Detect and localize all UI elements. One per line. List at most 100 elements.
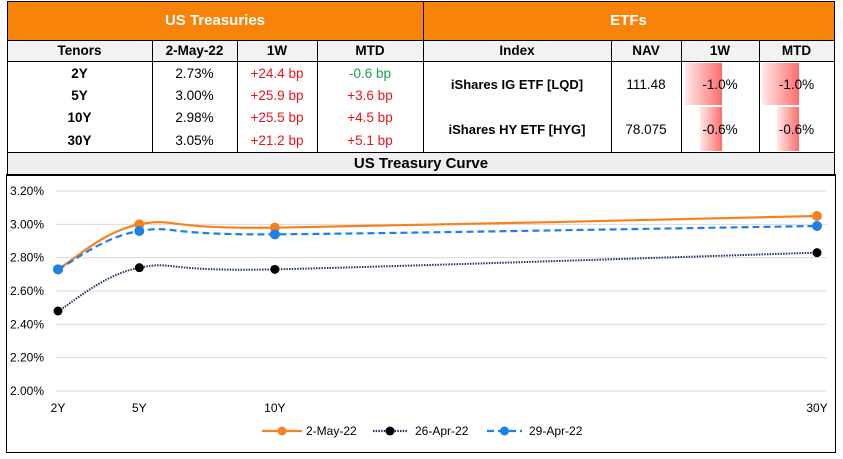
- tenor-cell: 5Y: [71, 87, 88, 103]
- legend-label: 2-May-22: [306, 424, 357, 438]
- legend[interactable]: 2-May-22 26-Apr-22 29-Apr-22: [262, 424, 583, 438]
- data-bar: [776, 107, 799, 151]
- etf-1w-value: -1.0%: [702, 76, 738, 92]
- yield-cell: 3.00%: [175, 87, 214, 103]
- us-treasuries-title-text: US Treasuries: [164, 12, 266, 29]
- tenor-cell: 2Y: [71, 65, 88, 81]
- data-point: [53, 264, 63, 275]
- table-border: [317, 40, 318, 152]
- table-border: [611, 40, 612, 152]
- yield-cell: 3.05%: [175, 133, 214, 148]
- y-tick-label: 2.00%: [10, 384, 44, 398]
- x-tick-label: 5Y: [132, 401, 147, 415]
- legend-item[interactable]: 2-May-22: [262, 424, 357, 438]
- tenor-cell: 10Y: [67, 110, 92, 125]
- change-mtd-cell: +4.5 bp: [347, 110, 393, 125]
- etf-1w-cell: -0.6%: [681, 106, 759, 152]
- x-axis-ticks: 2Y 5Y 10Y 30Y: [51, 401, 828, 415]
- table-border: [423, 1, 424, 153]
- change-1w-cell: +21.2 bp: [250, 133, 304, 148]
- legend-item[interactable]: 26-Apr-22: [373, 424, 469, 438]
- change-mtd-cell: +5.1 bp: [347, 133, 393, 148]
- data-bar: [699, 107, 722, 151]
- table-border: [7, 61, 835, 62]
- x-tick-label: 30Y: [806, 401, 827, 415]
- legend-marker: [500, 426, 509, 436]
- chart-border: [6, 174, 836, 176]
- us-treasuries-title: US Treasuries: [7, 1, 423, 40]
- series-group: [53, 211, 822, 316]
- etf-1w-cell: -1.0%: [681, 62, 759, 106]
- series-line: [57, 224, 818, 271]
- etf-mtd-value: -1.0%: [778, 76, 815, 92]
- change-1w-cell: +24.4 bp: [250, 65, 304, 81]
- y-tick-label: 3.00%: [10, 217, 44, 231]
- table-border: [681, 40, 682, 152]
- data-point: [812, 221, 822, 231]
- tenor-cell: 30Y: [67, 133, 92, 148]
- yield-cell: 2.73%: [175, 65, 214, 81]
- y-tick-label: 2.80%: [10, 251, 44, 265]
- chart-area: [6, 176, 836, 453]
- y-tick-label: 2.60%: [10, 284, 44, 298]
- data-point: [269, 229, 280, 240]
- data-bar: [762, 63, 799, 105]
- x-tick-label: 2Y: [51, 401, 66, 415]
- etf-1w-value: -0.6%: [702, 121, 738, 137]
- table-border: [834, 1, 835, 153]
- col-header-etf-1w: 1W: [681, 40, 759, 61]
- col-header-nav: NAV: [611, 40, 681, 61]
- change-mtd-cell: +3.6 bp: [347, 87, 393, 103]
- etfs-title: ETFs: [423, 1, 834, 40]
- etf-nav-cell: 78.075: [625, 121, 667, 137]
- y-tick-label: 2.40%: [10, 317, 44, 331]
- col-header-etf-mtd: MTD: [759, 40, 834, 61]
- y-tick-label: 2.20%: [10, 351, 44, 365]
- table-border: [7, 152, 835, 153]
- yield-cell: 2.98%: [175, 110, 214, 125]
- chart-title-text: US Treasury Curve: [353, 155, 489, 172]
- data-point: [134, 263, 144, 273]
- y-axis-ticks: 2.00% 2.20% 2.40% 2.60% 2.80% 3.00% 3.20%: [10, 184, 44, 398]
- table-border: [7, 1, 8, 153]
- change-1w-cell: +25.5 bp: [250, 110, 304, 125]
- data-bar: [685, 63, 722, 105]
- x-tick-label: 10Y: [264, 401, 285, 415]
- series-line: [57, 251, 818, 312]
- series-29-apr-22: [53, 221, 822, 275]
- etf-mtd-cell: -0.6%: [759, 106, 834, 152]
- legend-marker: [385, 426, 395, 436]
- col-header-index: Index: [423, 40, 611, 61]
- data-point: [812, 248, 822, 258]
- etf-index-cell: iShares IG ETF [LQD]: [450, 76, 584, 92]
- data-point: [812, 211, 822, 221]
- etf-mtd-cell: -1.0%: [759, 62, 834, 106]
- legend-label: 26-Apr-22: [415, 424, 469, 438]
- etf-nav-cell: 111.48: [626, 76, 666, 92]
- etf-mtd-value: -0.6%: [778, 121, 815, 137]
- data-point: [270, 264, 280, 274]
- legend-marker: [277, 426, 287, 436]
- chart-title: US Treasury Curve: [7, 153, 835, 174]
- col-header-1w: 1W: [237, 40, 317, 61]
- table-border: [152, 40, 153, 152]
- table-border: [7, 40, 835, 41]
- data-point: [53, 306, 63, 316]
- col-header-date: 2-May-22: [152, 40, 237, 61]
- change-mtd-cell: -0.6 bp: [348, 65, 392, 81]
- table-border: [237, 40, 238, 152]
- series-26-apr-22: [53, 248, 822, 316]
- legend-label: 29-Apr-22: [529, 424, 583, 438]
- legend-item[interactable]: 29-Apr-22: [487, 424, 583, 438]
- change-1w-cell: +25.9 bp: [250, 87, 304, 103]
- data-point: [134, 226, 145, 236]
- col-header-mtd: MTD: [317, 40, 423, 61]
- table-border: [759, 40, 760, 152]
- etfs-title-text: ETFs: [610, 12, 647, 29]
- y-tick-label: 3.20%: [10, 184, 44, 198]
- etf-index-cell: iShares HY ETF [HYG]: [448, 121, 586, 137]
- table-border: [7, 1, 835, 2]
- col-header-tenors: Tenors: [7, 40, 152, 61]
- gridlines: [56, 190, 827, 392]
